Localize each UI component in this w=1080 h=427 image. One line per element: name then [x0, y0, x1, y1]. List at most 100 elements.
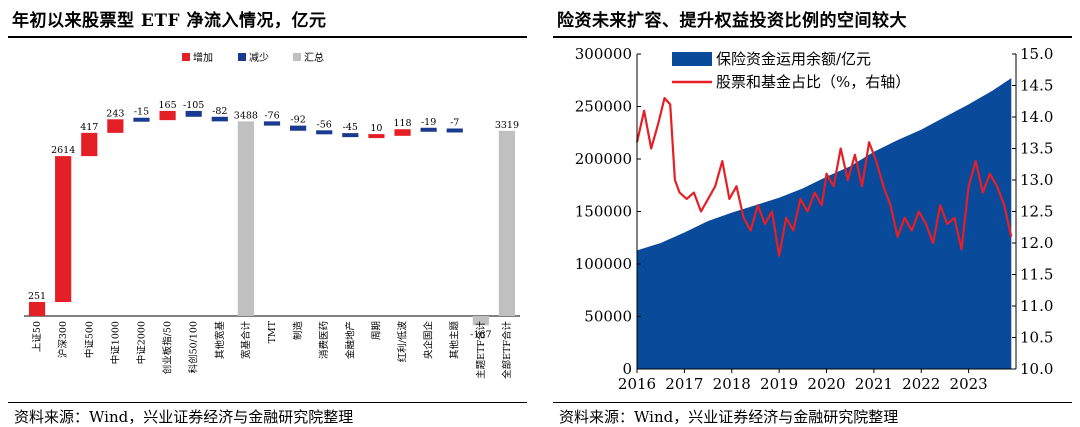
waterfall-bar-2: [81, 132, 98, 157]
waterfall-bar-6: [185, 110, 202, 117]
legend-label-inc: 增加: [193, 51, 213, 64]
waterfall-bar-13: [368, 134, 385, 139]
waterfall-value-label-0: 251: [28, 291, 46, 302]
left-source-rule: [8, 402, 527, 403]
legend-swatch-total: [293, 53, 301, 61]
right-tick-label-8: 14.0: [1020, 108, 1053, 126]
right-tick-label-1: 10.5: [1020, 329, 1053, 347]
waterfall-category-label-6: 科创50/100: [188, 321, 200, 373]
waterfall-bar-7: [211, 116, 228, 122]
legend-label-total: 汇总: [304, 51, 324, 64]
left-tick-label-4: 200000: [575, 150, 632, 168]
waterfall-bar-4: [133, 117, 150, 122]
waterfall-value-label-15: -19: [421, 117, 436, 128]
x-tick-label-1: 2017: [665, 375, 703, 393]
waterfall-bar-9: [263, 121, 281, 126]
waterfall-category-label-8: 宽基合计: [240, 321, 252, 360]
waterfall-bar-0: [28, 301, 46, 316]
waterfall-category-label-3: 中证1000: [109, 321, 121, 364]
waterfall-value-label-16: -7: [450, 117, 459, 128]
right-tick-label-7: 13.5: [1020, 140, 1053, 158]
waterfall-category-label-18: 全部ETF合计: [501, 321, 513, 379]
right-tick-label-0: 10.0: [1020, 360, 1053, 378]
waterfall-bar-10: [290, 125, 307, 131]
right-title-rule: [553, 36, 1072, 38]
left-tick-label-2: 100000: [575, 255, 632, 273]
waterfall-bar-15: [420, 127, 437, 132]
waterfall-value-label-17: -167: [470, 329, 491, 340]
waterfall-value-label-6: -105: [183, 100, 204, 111]
waterfall-category-label-9: TMT: [267, 320, 278, 343]
x-tick-label-0: 2016: [618, 375, 656, 393]
x-tick-label-7: 2023: [950, 375, 988, 393]
waterfall-bar-8: [237, 121, 254, 316]
right-tick-label-3: 11.5: [1020, 266, 1053, 284]
waterfall-category-label-2: 中证500: [83, 321, 95, 358]
right-source-rule: [553, 402, 1072, 403]
x-tick-label-5: 2021: [855, 375, 893, 393]
waterfall-category-label-4: 中证2000: [135, 321, 147, 364]
legend-label-area: 保险资金运用余额/亿元: [716, 50, 871, 68]
waterfall-bar-18: [498, 130, 516, 316]
waterfall-category-label-14: 红利/低波: [397, 321, 409, 363]
waterfall-category-label-12: 金融地产: [344, 321, 356, 359]
left-title-rule: [8, 36, 527, 38]
waterfall-category-label-0: 上证50: [32, 321, 43, 352]
waterfall-value-label-2: 417: [80, 122, 98, 133]
right-chart-title: 险资未来扩容、提升权益投资比例的空间较大: [557, 11, 907, 31]
legend-swatch-inc: [182, 53, 190, 61]
waterfall-category-label-17: 主题ETF合计: [475, 321, 487, 379]
waterfall-value-label-12: -45: [343, 122, 358, 133]
right-source-note: 资料来源：Wind，兴业证券经济与金融研究院整理: [559, 408, 899, 426]
waterfall-value-label-11: -56: [317, 119, 332, 130]
etf-flow-panel: 年初以来股票型 ETF 净流入情况，亿元 增加 减少 汇总 251 上证50 2614 沪深…: [0, 0, 535, 427]
left-tick-label-6: 300000: [575, 45, 632, 63]
waterfall-value-label-7: -82: [212, 106, 227, 117]
waterfall-value-label-5: 165: [159, 100, 177, 111]
waterfall-legend: 增加 减少 汇总: [182, 51, 324, 64]
waterfall-value-label-1: 2614: [51, 145, 75, 156]
legend-swatch-area: [672, 52, 712, 66]
right-tick-label-10: 15.0: [1020, 45, 1053, 63]
waterfall-bar-12: [342, 133, 359, 138]
waterfall-value-label-9: -76: [264, 110, 279, 121]
waterfall-value-label-10: -92: [290, 115, 305, 126]
waterfall-category-label-16: 其他主题: [449, 321, 461, 360]
waterfall-bar-1: [55, 156, 72, 302]
waterfall-category-label-11: 消费医药: [318, 321, 330, 359]
waterfall-bar-5: [159, 110, 176, 121]
insurance-fund-panel: 险资未来扩容、提升权益投资比例的空间较大 0 50000 100000 150000 2…: [545, 0, 1080, 427]
right-tick-label-2: 11.0: [1020, 297, 1053, 315]
waterfall-bar-17: [472, 316, 489, 326]
legend-label-dec: 减少: [249, 52, 269, 64]
insurance-fund-area: [637, 78, 1012, 369]
etf-waterfall-chart: 增加 减少 汇总 251 上证50 2614 沪深300 417 中证500 243 中证1000 -…: [24, 51, 520, 379]
waterfall-category-label-15: 央企国企: [423, 321, 435, 360]
waterfall-bar-3: [107, 119, 124, 133]
equity-ratio-line: [635, 97, 1013, 257]
left-source-note: 资料来源：Wind，兴业证券经济与金融研究院整理: [14, 408, 354, 426]
waterfall-category-label-5: 创业板指/50: [162, 321, 174, 374]
waterfall-bar-14: [394, 129, 411, 136]
waterfall-category-label-13: 周期: [371, 321, 382, 340]
insurance-area-line-chart: 0 50000 100000 150000 200000 250000 300000 10.0…: [575, 45, 1054, 393]
legend-swatch-dec: [238, 53, 246, 61]
waterfall-bar-11: [316, 130, 333, 135]
right-tick-label-4: 12.0: [1020, 234, 1053, 252]
right-tick-label-6: 13.0: [1020, 171, 1053, 189]
waterfall-category-label-7: 其他宽基: [214, 321, 226, 360]
waterfall-value-label-14: 118: [393, 118, 411, 129]
legend-label-line: 股票和基金占比（%，右轴）: [716, 73, 910, 91]
waterfall-category-label-10: 制造: [292, 321, 304, 341]
left-chart-title: 年初以来股票型 ETF 净流入情况，亿元: [12, 11, 327, 31]
waterfall-value-label-8: 3488: [234, 110, 258, 121]
left-tick-label-3: 150000: [575, 203, 632, 221]
waterfall-bar-16: [446, 128, 463, 133]
x-tick-label-6: 2022: [902, 375, 940, 393]
waterfall-value-label-4: -15: [134, 107, 149, 118]
x-tick-label-3: 2019: [760, 375, 798, 393]
left-tick-label-0: 0: [622, 360, 632, 378]
right-tick-label-5: 12.5: [1020, 203, 1053, 221]
x-tick-label-4: 2020: [807, 375, 845, 393]
